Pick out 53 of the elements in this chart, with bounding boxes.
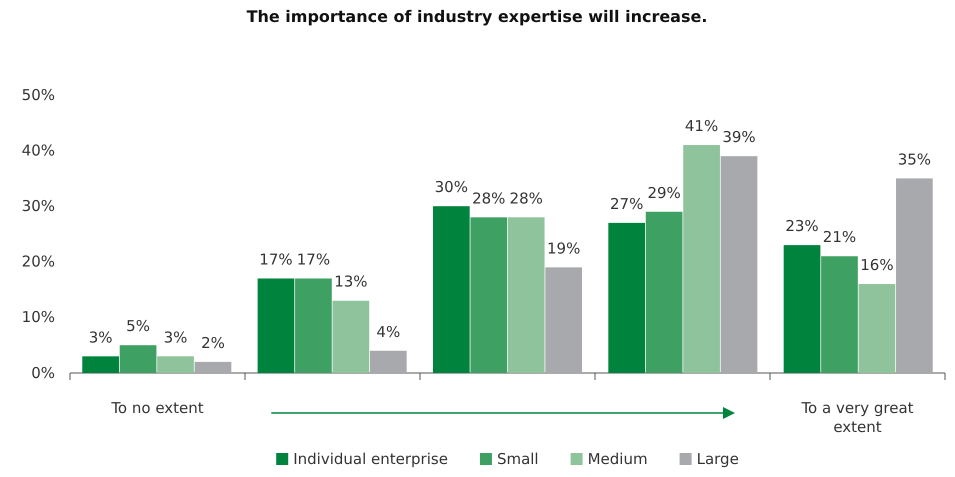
data-label: 35% xyxy=(898,150,932,168)
y-tick-label: 30% xyxy=(22,197,55,215)
bar xyxy=(720,156,758,373)
bar xyxy=(157,356,194,373)
legend-label: Medium xyxy=(588,450,648,468)
bar xyxy=(370,350,407,373)
data-label: 13% xyxy=(334,272,368,291)
chart-title: The importance of industry expertise will increase. xyxy=(246,7,708,26)
bar xyxy=(646,212,682,373)
bar xyxy=(608,222,646,373)
bar xyxy=(858,284,896,373)
data-label: 2% xyxy=(201,334,225,352)
bar xyxy=(120,345,156,373)
legend-label: Large xyxy=(696,450,739,468)
bar xyxy=(821,256,858,373)
data-label: 29% xyxy=(647,184,681,202)
data-label: 28% xyxy=(510,189,543,208)
y-tick-label: 20% xyxy=(22,252,55,271)
data-label: 17% xyxy=(259,250,293,268)
bar xyxy=(784,245,820,373)
data-label: 27% xyxy=(610,194,644,213)
y-tick-label: 50% xyxy=(22,86,55,104)
y-tick-label: 10% xyxy=(22,308,55,326)
data-label: 4% xyxy=(376,322,400,341)
data-label: 30% xyxy=(434,178,468,196)
x-tick-label: To no extent xyxy=(110,399,204,417)
data-label: 41% xyxy=(684,117,718,136)
data-label: 16% xyxy=(860,256,894,274)
data-label: 3% xyxy=(88,328,113,346)
data-label: 39% xyxy=(722,128,756,146)
data-label: 5% xyxy=(126,317,150,336)
x-tick-label: To a very great extent xyxy=(800,399,914,436)
bar xyxy=(194,362,232,373)
bar xyxy=(508,217,545,373)
y-tick-label: 0% xyxy=(31,364,55,382)
bar xyxy=(258,278,294,373)
bar xyxy=(545,267,582,373)
bar xyxy=(470,217,508,373)
legend-label: Small xyxy=(496,450,539,468)
bar xyxy=(432,206,470,373)
data-label: 19% xyxy=(547,239,580,258)
data-label: 23% xyxy=(785,217,819,236)
data-label: 28% xyxy=(472,189,506,208)
bar xyxy=(332,300,370,373)
y-tick-label: 40% xyxy=(22,141,55,160)
bar xyxy=(896,178,933,373)
bar xyxy=(82,356,119,373)
bar xyxy=(683,145,720,373)
data-label: 17% xyxy=(296,250,330,268)
data-label: 3% xyxy=(164,328,188,346)
data-label: 21% xyxy=(822,228,856,246)
bar xyxy=(295,278,332,373)
legend-label: Individual enterprise xyxy=(293,450,448,468)
